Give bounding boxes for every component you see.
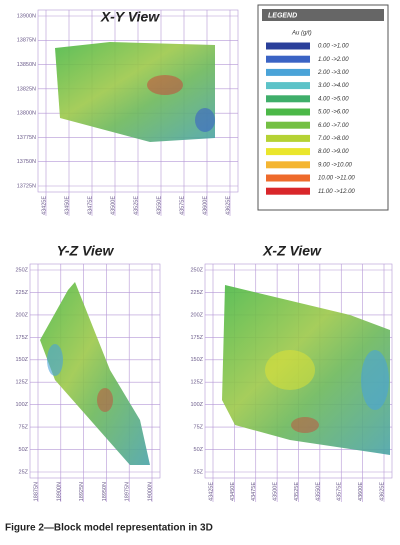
x-label: 43550E xyxy=(156,196,162,215)
legend-header xyxy=(262,9,384,21)
legend-swatch xyxy=(266,68,310,76)
low-zone xyxy=(47,344,63,376)
mid-zone xyxy=(265,350,315,390)
x-label: 43575E xyxy=(337,482,343,501)
legend-label: 1.00 ->2.00 xyxy=(318,57,349,63)
y-label: 175Z xyxy=(190,335,203,341)
y-label: 13900N xyxy=(17,13,36,19)
legend-label: 6.00 ->7.00 xyxy=(318,123,349,129)
y-label: 13725N xyxy=(17,183,36,189)
legend-swatch xyxy=(266,108,310,116)
x-label: 18900N xyxy=(56,482,62,501)
x-label: 43450E xyxy=(230,482,236,501)
y-label: 13875N xyxy=(17,38,36,44)
y-label: 75Z xyxy=(194,425,204,431)
legend-swatch xyxy=(266,55,310,63)
panel-title: X-Z View xyxy=(262,243,322,259)
y-label: 150Z xyxy=(15,357,28,363)
y-label: 150Z xyxy=(190,357,203,363)
legend-swatch xyxy=(266,187,310,195)
legend-label: 2.00 ->3.00 xyxy=(317,70,349,76)
legend-label: 10.00 ->11.00 xyxy=(318,176,355,182)
plot-frame xyxy=(29,263,161,479)
legend-entries: 0.00 ->1.00 1.00 ->2.00 2.00 ->3.00 3.00 ->… xyxy=(266,42,355,195)
x-label: 43575E xyxy=(179,196,185,215)
x-label: 43550E xyxy=(315,482,321,501)
block-yz xyxy=(40,282,150,465)
y-label: 200Z xyxy=(190,312,203,318)
y-label: 175Z xyxy=(15,335,28,341)
x-label: 43525E xyxy=(294,482,300,501)
x-label: 43425E xyxy=(208,482,214,501)
legend-swatch xyxy=(266,42,310,50)
hot-zone xyxy=(147,75,183,95)
x-label: 43425E xyxy=(41,196,47,215)
x-label: 43625E xyxy=(225,196,231,215)
low-zone xyxy=(361,350,389,410)
legend-swatch xyxy=(266,174,310,182)
x-label: 18950N xyxy=(102,482,108,501)
x-label: 18975N xyxy=(125,482,131,501)
y-label: 13775N xyxy=(17,135,36,141)
legend-swatch xyxy=(266,134,310,142)
x-label: 18875N xyxy=(33,482,39,501)
y-label: 50Z xyxy=(194,447,204,453)
legend-swatch xyxy=(266,148,310,156)
y-label: 100Z xyxy=(15,402,28,408)
y-label: 25Z xyxy=(194,469,204,475)
legend-label: 11.00 ->12.00 xyxy=(318,189,355,195)
x-label: 43625E xyxy=(379,482,385,501)
legend-swatch xyxy=(266,161,310,169)
y-label: 250Z xyxy=(190,267,203,273)
legend-swatch xyxy=(266,82,310,90)
x-label: 18925N xyxy=(79,482,85,501)
caption: Figure 2—Block model representation in 3… xyxy=(5,523,213,534)
legend-label: 9.00 ->10.00 xyxy=(318,162,353,168)
x-label: 43525E xyxy=(133,196,139,215)
x-label: 43500E xyxy=(273,482,279,501)
y-label: 250Z xyxy=(15,267,28,273)
panel-title: Y-Z View xyxy=(57,243,115,259)
legend-subtitle: Au (g/t) xyxy=(291,31,312,37)
y-label: 100Z xyxy=(190,402,203,408)
y-label: 225Z xyxy=(190,290,203,296)
legend-label: 3.00 ->4.00 xyxy=(318,83,349,89)
block-xz xyxy=(222,285,390,455)
x-label: 43475E xyxy=(251,482,257,501)
x-label: 43475E xyxy=(87,196,93,215)
y-label: 25Z xyxy=(19,469,29,475)
hot-zone xyxy=(97,388,113,412)
y-label: 125Z xyxy=(15,380,28,386)
y-label: 200Z xyxy=(15,312,28,318)
x-label: 43500E xyxy=(110,196,116,215)
y-label: 13825N xyxy=(17,86,36,92)
legend-label: 4.00 ->5.00 xyxy=(318,96,349,102)
low-zone xyxy=(195,108,215,132)
block-xy xyxy=(55,42,215,142)
y-label: 13750N xyxy=(17,159,36,165)
y-label: 13800N xyxy=(17,111,36,117)
x-label: 43450E xyxy=(64,196,70,215)
legend-swatch xyxy=(266,121,310,129)
y-label: 13850N xyxy=(17,62,36,68)
hot-zone xyxy=(291,417,319,433)
x-label: 43600E xyxy=(358,482,364,501)
y-label: 50Z xyxy=(19,447,29,453)
x-label: 43600E xyxy=(202,196,208,215)
x-label: 19000N xyxy=(147,482,153,501)
y-label: 225Z xyxy=(15,290,28,296)
y-label: 75Z xyxy=(19,425,29,431)
legend-title: LEGEND xyxy=(268,12,297,19)
panel-title: X-Y View xyxy=(100,9,160,25)
legend-label: 0.00 ->1.00 xyxy=(318,44,349,50)
legend-swatch xyxy=(266,95,310,103)
y-label: 125Z xyxy=(190,380,203,386)
legend-label: 7.00 ->8.00 xyxy=(318,136,349,142)
legend-label: 5.00 ->6.00 xyxy=(318,110,349,116)
legend-label: 8.00 ->9.00 xyxy=(318,149,349,155)
